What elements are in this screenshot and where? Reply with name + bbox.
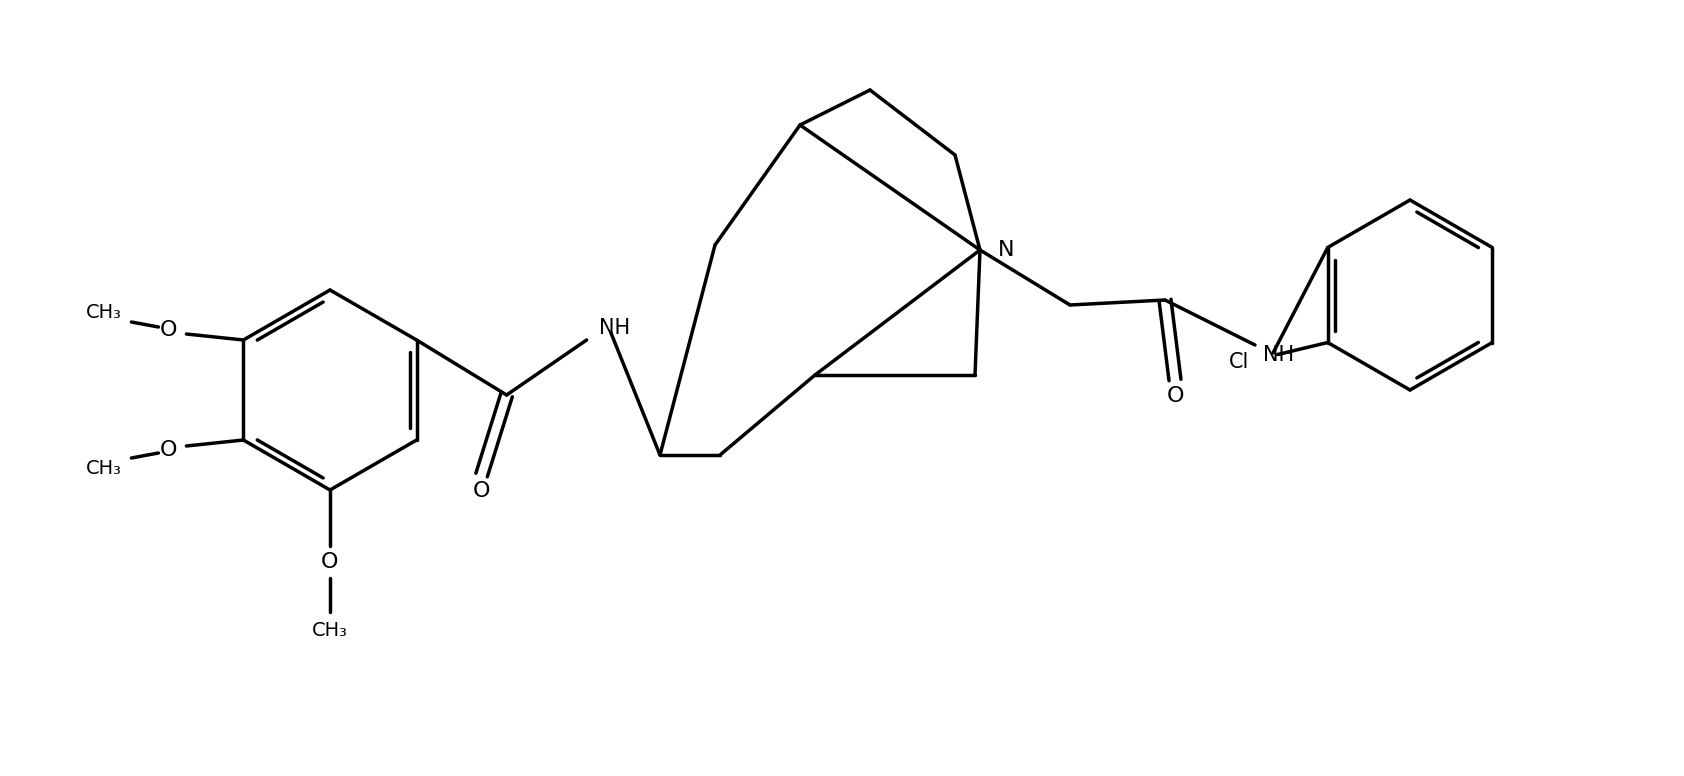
Text: NH: NH: [1263, 345, 1293, 365]
Text: NH: NH: [598, 318, 630, 338]
Text: CH₃: CH₃: [86, 459, 121, 477]
Text: O: O: [1167, 386, 1184, 406]
Text: O: O: [160, 320, 177, 340]
Text: O: O: [473, 481, 490, 501]
Text: CH₃: CH₃: [86, 303, 121, 321]
Text: Cl: Cl: [1229, 352, 1250, 372]
Text: N: N: [999, 240, 1014, 260]
Text: O: O: [322, 552, 338, 572]
Text: CH₃: CH₃: [312, 621, 349, 639]
Text: O: O: [160, 440, 177, 460]
